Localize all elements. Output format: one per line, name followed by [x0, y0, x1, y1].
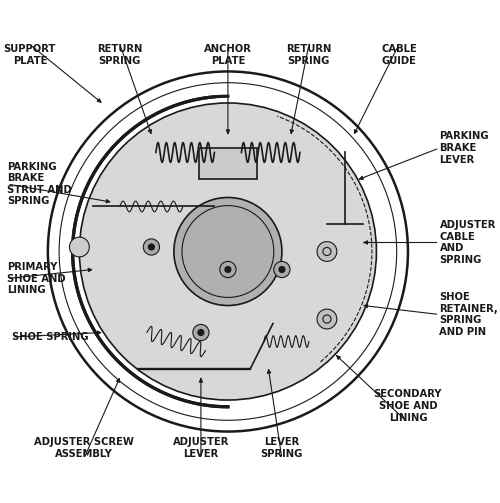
Circle shape: [144, 239, 160, 255]
Text: PARKING
BRAKE
STRUT AND
SPRING: PARKING BRAKE STRUT AND SPRING: [8, 161, 72, 206]
Text: ADJUSTER
CABLE
AND
SPRING: ADJUSTER CABLE AND SPRING: [440, 220, 496, 265]
Bar: [198, 148, 257, 180]
Text: SHOE SPRING: SHOE SPRING: [12, 332, 88, 342]
Circle shape: [278, 266, 285, 273]
Text: RETURN
SPRING: RETURN SPRING: [286, 44, 332, 66]
Text: PRIMARY
SHOE AND
LINING: PRIMARY SHOE AND LINING: [8, 262, 66, 295]
Text: SECONDARY
SHOE AND
LINING: SECONDARY SHOE AND LINING: [374, 389, 442, 423]
Text: ADJUSTER
LEVER: ADJUSTER LEVER: [172, 437, 229, 459]
Text: ANCHOR
PLATE: ANCHOR PLATE: [204, 44, 252, 66]
Circle shape: [148, 243, 155, 250]
Circle shape: [317, 241, 337, 262]
Circle shape: [80, 103, 376, 400]
Circle shape: [198, 329, 204, 336]
Text: LEVER
SPRING: LEVER SPRING: [260, 437, 303, 459]
Text: SHOE
RETAINER,
SPRING
AND PIN: SHOE RETAINER, SPRING AND PIN: [440, 292, 498, 337]
Circle shape: [193, 324, 209, 341]
Circle shape: [220, 262, 236, 278]
Circle shape: [317, 309, 337, 329]
Circle shape: [274, 262, 290, 278]
Circle shape: [224, 266, 232, 273]
Text: SUPPORT
PLATE: SUPPORT PLATE: [4, 44, 56, 66]
Text: RETURN
SPRING: RETURN SPRING: [97, 44, 142, 66]
Circle shape: [174, 198, 282, 305]
Circle shape: [70, 237, 89, 257]
Text: ADJUSTER SCREW
ASSEMBLY: ADJUSTER SCREW ASSEMBLY: [34, 437, 134, 459]
Text: PARKING
BRAKE
LEVER: PARKING BRAKE LEVER: [440, 131, 489, 164]
Text: CABLE
GUIDE: CABLE GUIDE: [381, 44, 417, 66]
